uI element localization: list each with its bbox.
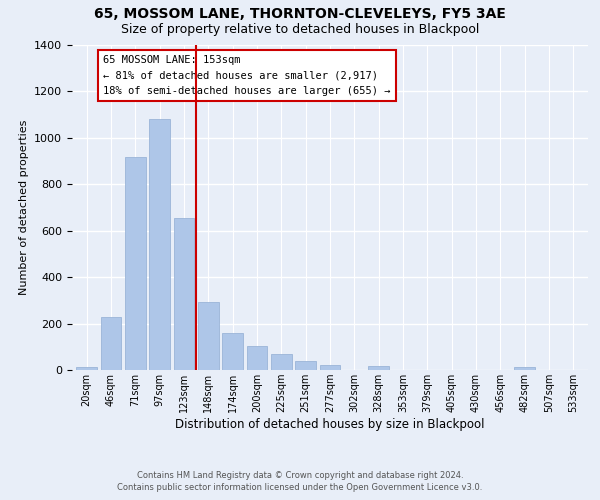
- Text: 65, MOSSOM LANE, THORNTON-CLEVELEYS, FY5 3AE: 65, MOSSOM LANE, THORNTON-CLEVELEYS, FY5…: [94, 8, 506, 22]
- Bar: [125, 157, 146, 370]
- Bar: [295, 361, 316, 370]
- Bar: [247, 346, 268, 370]
- Bar: [271, 354, 292, 370]
- Text: Contains HM Land Registry data © Crown copyright and database right 2024.
Contai: Contains HM Land Registry data © Crown c…: [118, 471, 482, 492]
- Bar: [514, 367, 535, 370]
- Bar: [222, 334, 243, 370]
- Text: Size of property relative to detached houses in Blackpool: Size of property relative to detached ho…: [121, 22, 479, 36]
- Bar: [198, 302, 218, 370]
- Bar: [173, 218, 194, 370]
- Bar: [76, 366, 97, 370]
- Text: 65 MOSSOM LANE: 153sqm
← 81% of detached houses are smaller (2,917)
18% of semi-: 65 MOSSOM LANE: 153sqm ← 81% of detached…: [103, 54, 391, 96]
- Bar: [320, 365, 340, 370]
- Bar: [368, 366, 389, 370]
- X-axis label: Distribution of detached houses by size in Blackpool: Distribution of detached houses by size …: [175, 418, 485, 431]
- Y-axis label: Number of detached properties: Number of detached properties: [19, 120, 29, 295]
- Bar: [149, 120, 170, 370]
- Bar: [101, 317, 121, 370]
